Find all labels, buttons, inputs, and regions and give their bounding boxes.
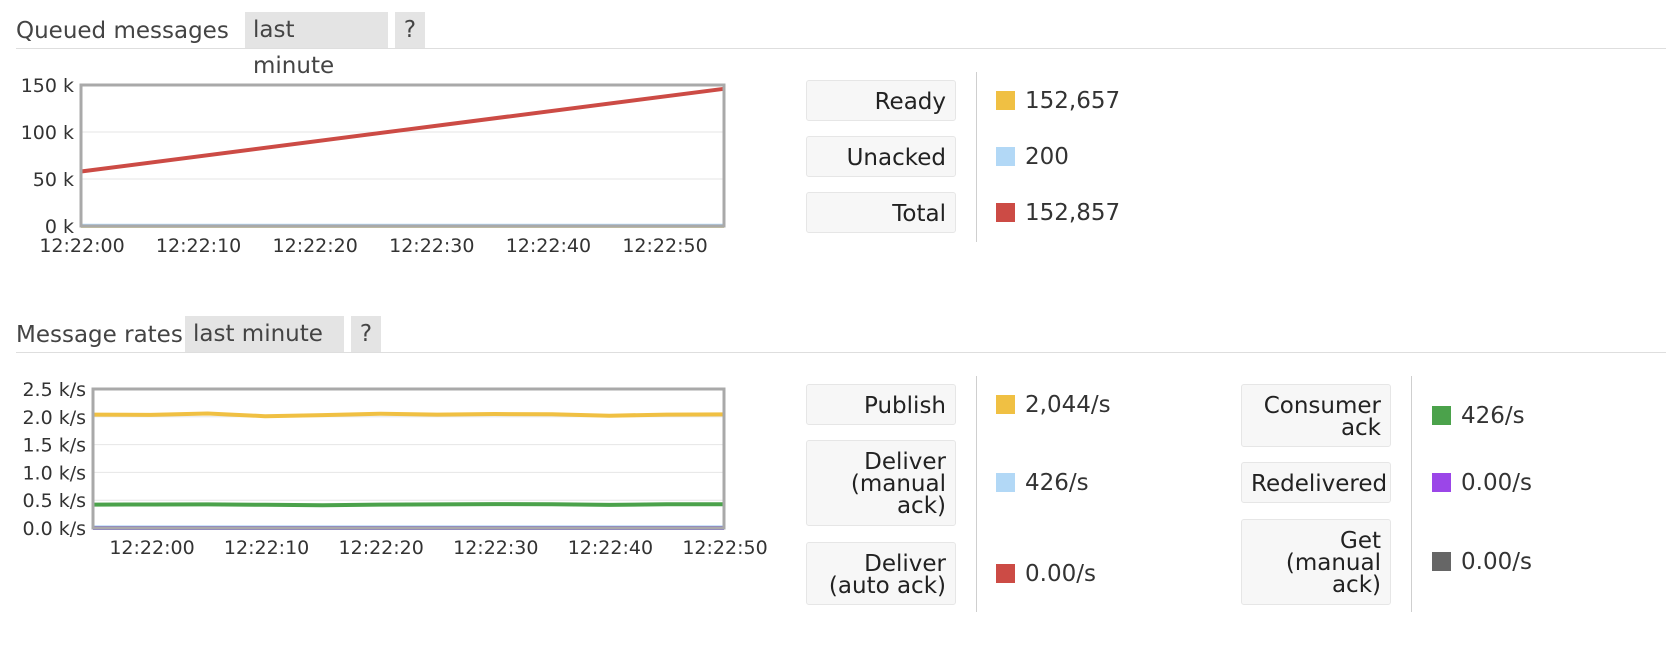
legend-value: 426/s: [1432, 403, 1525, 429]
legend-label: Publish: [806, 384, 956, 425]
y-tick-label: 1.0 k/s: [22, 462, 86, 484]
x-tick-label: 12:22:10: [224, 537, 309, 559]
legend-value: 0.00/s: [996, 561, 1096, 587]
message-rates-chart: 2.5 k/s 2.0 k/s 1.5 k/s 1.0 k/s 0.5 k/s 0.0 k…: [0, 374, 790, 574]
legend-label: Ready: [806, 80, 956, 121]
rates-legend-divider-left: [976, 376, 977, 612]
legend-label: Get (manual ack): [1241, 519, 1391, 605]
legend-value-text: 152,857: [1025, 199, 1121, 226]
x-tick-label: 12:22:20: [273, 235, 358, 257]
legend-label: Unacked: [806, 136, 956, 177]
message-rates-plot: 2.5 k/s 2.0 k/s 1.5 k/s 1.0 k/s 0.5 k/s 0.0 k…: [22, 379, 767, 559]
plot-frame: [91, 387, 726, 530]
legend-swatch: [996, 90, 1015, 110]
plot-frame: [79, 83, 726, 228]
legend-value-text: 426/s: [1461, 402, 1525, 429]
rates-legend-divider-right: [1411, 376, 1412, 612]
legend-value-text: 0.00/s: [1461, 469, 1532, 496]
x-tick-label: 12:22:30: [453, 537, 538, 559]
y-tick-label: 150 k: [21, 75, 74, 97]
y-tick-label: 1.5 k/s: [22, 435, 86, 457]
legend-swatch: [996, 146, 1015, 166]
x-tick-label: 12:22:00: [109, 537, 194, 559]
x-tick-label: 12:22:50: [682, 537, 767, 559]
queued-help-button[interactable]: ?: [395, 12, 425, 48]
x-tick-label: 12:22:10: [156, 235, 241, 257]
x-tick-label: 12:22:50: [622, 235, 707, 257]
legend-value-text: 152,657: [1025, 87, 1121, 114]
queued-legend-divider: [976, 72, 977, 242]
queued-messages-title: Queued messages: [16, 18, 229, 44]
series-line: [80, 86, 725, 174]
x-tick-label: 12:22:30: [389, 235, 474, 257]
legend-label: Deliver (auto ack): [806, 542, 956, 605]
legend-value-text: 0.00/s: [1461, 549, 1532, 575]
legend-swatch: [996, 202, 1015, 222]
series-line: [92, 411, 725, 419]
legend-value-text: 0.00/s: [1025, 560, 1096, 587]
legend-label: Deliver (manual ack): [806, 440, 956, 526]
legend-swatch: [996, 473, 1015, 492]
queued-messages-chart: 150 k 100 k 50 k 0 k 12:22:00 12:22:10 12:22:2…: [0, 70, 780, 270]
legend-value: 152,857: [996, 200, 1120, 226]
y-tick-label: 2.5 k/s: [22, 379, 86, 401]
queued-messages-header: Queued messages last minute ?: [16, 12, 1666, 79]
legend-value: 152,657: [996, 88, 1120, 114]
x-tick-label: 12:22:20: [339, 537, 424, 559]
legend-swatch: [996, 563, 1015, 583]
legend-value: 2,044/s: [996, 392, 1111, 418]
message-rates-title: Message rates: [16, 322, 183, 348]
legend-swatch: [1432, 552, 1451, 571]
y-tick-label: 0 k: [45, 216, 74, 238]
legend-swatch: [1432, 405, 1451, 425]
y-tick-label: 50 k: [33, 169, 74, 191]
message-rates-header: Message rates last minute ?: [16, 316, 1666, 353]
legend-value-text: 200: [1025, 143, 1069, 170]
queued-range-button[interactable]: last minute: [245, 12, 388, 79]
y-tick-label: 100 k: [21, 122, 74, 144]
legend-label: Total: [806, 192, 956, 233]
legend-label: Consumer ack: [1241, 384, 1391, 447]
legend-value: 0.00/s: [1432, 470, 1532, 496]
legend-value-text: 2,044/s: [1025, 391, 1111, 418]
legend-value: 200: [996, 144, 1069, 170]
x-tick-label: 12:22:00: [39, 235, 124, 257]
legend-value: 426/s: [996, 470, 1089, 496]
legend-swatch: [1432, 472, 1451, 492]
y-tick-label: 0.5 k/s: [22, 490, 86, 512]
legend-swatch: [996, 394, 1015, 414]
rates-help-button[interactable]: ?: [351, 316, 381, 352]
y-tick-label: 0.0 k/s: [22, 518, 86, 540]
series-line: [92, 502, 724, 508]
queued-messages-plot: 150 k 100 k 50 k 0 k12:22:00 12:22:10 12:22:2…: [21, 75, 726, 257]
legend-label: Redelivered: [1241, 462, 1391, 503]
legend-value-text: 426/s: [1025, 470, 1089, 496]
legend-value: 0.00/s: [1432, 549, 1532, 575]
rates-range-button[interactable]: last minute: [185, 316, 344, 352]
x-tick-label: 12:22:40: [506, 235, 591, 257]
y-tick-label: 2.0 k/s: [22, 407, 86, 429]
x-tick-label: 12:22:40: [568, 537, 653, 559]
